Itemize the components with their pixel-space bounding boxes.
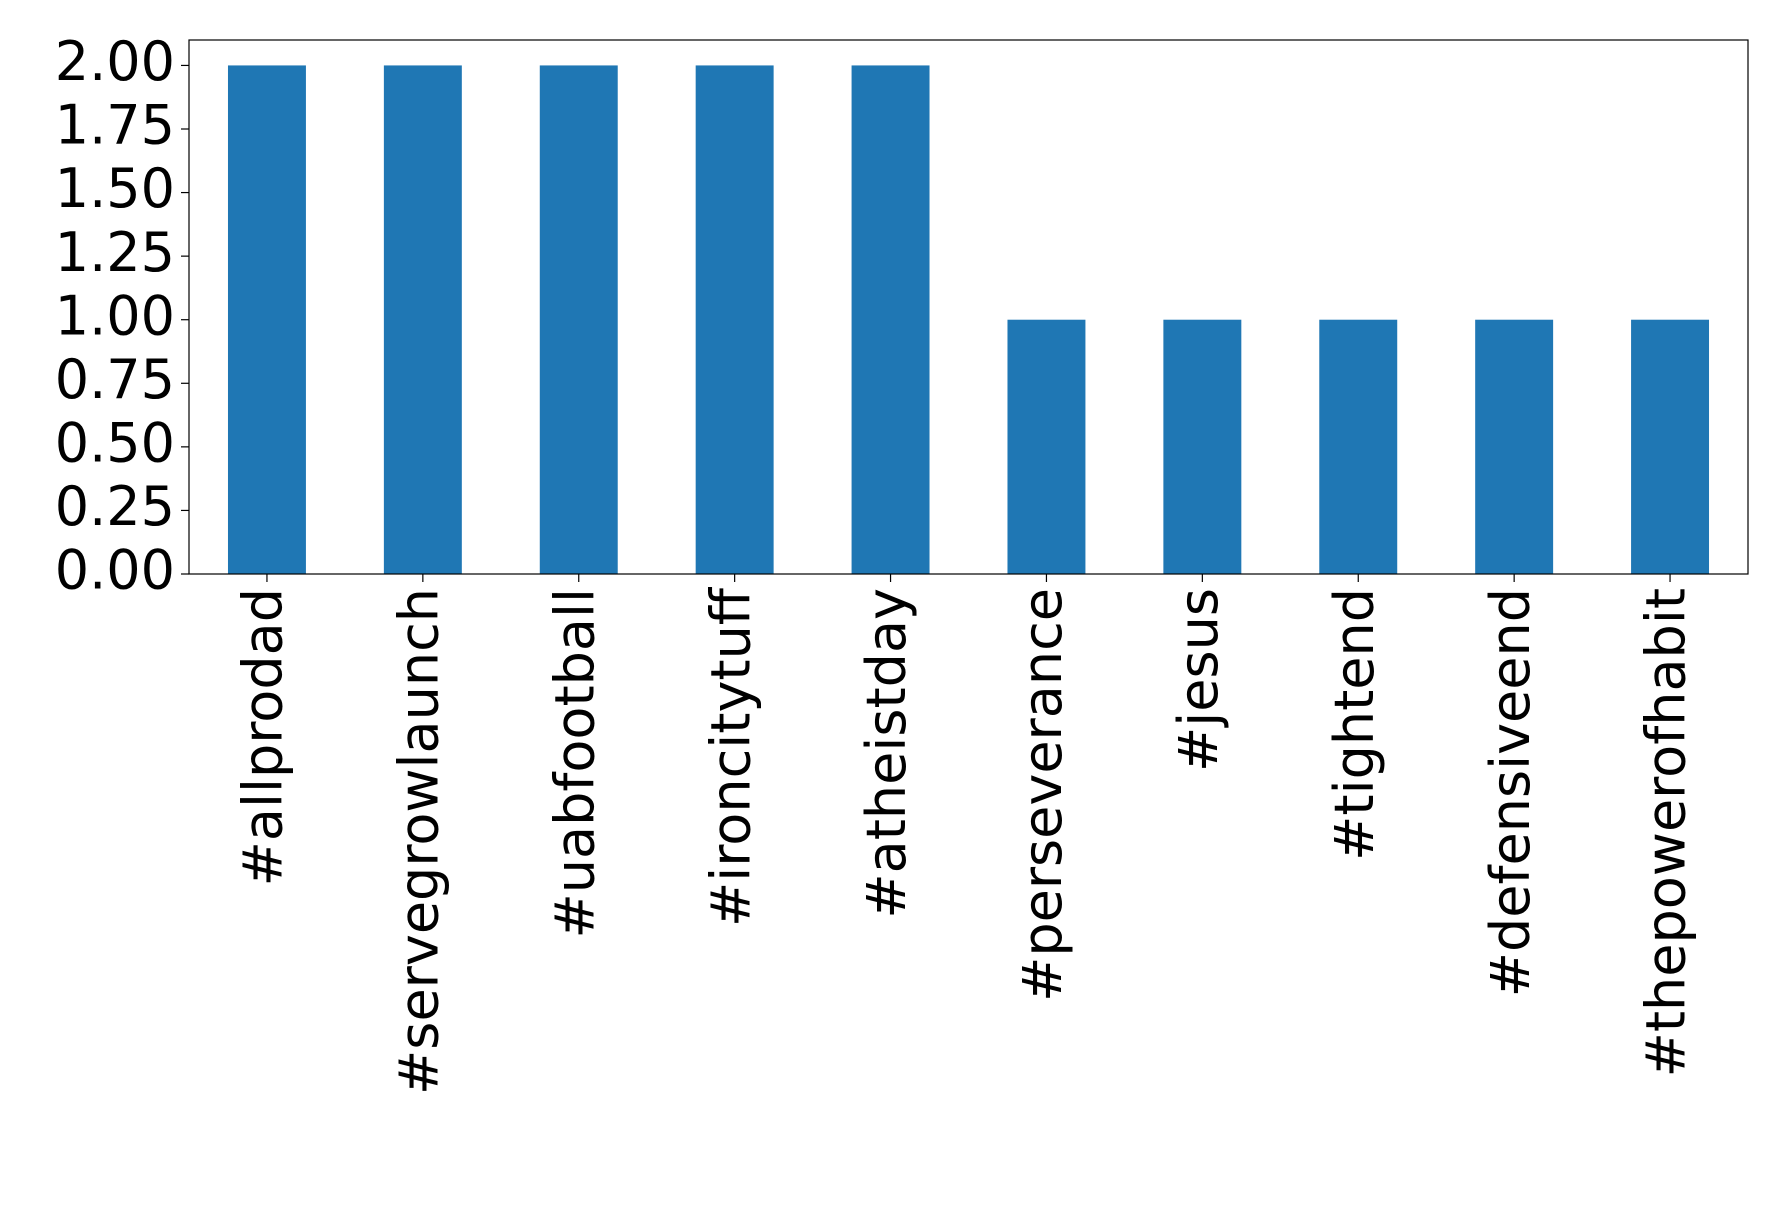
x-tick-label: #perseverance bbox=[1011, 588, 1074, 1002]
x-tick-label: #ironcitytuff bbox=[699, 586, 762, 927]
y-tick-label: 1.00 bbox=[55, 284, 175, 347]
bar bbox=[227, 65, 306, 574]
y-tick-label: 2.00 bbox=[55, 30, 175, 93]
y-tick-label: 0.50 bbox=[55, 411, 175, 474]
y-tick-label: 1.25 bbox=[55, 221, 175, 284]
y-tick-label: 0.75 bbox=[55, 348, 175, 411]
x-tick-label: #defensiveend bbox=[1479, 588, 1542, 997]
y-tick-label: 0.25 bbox=[55, 475, 175, 538]
x-tick-label: #thepowerofhabit bbox=[1635, 588, 1698, 1077]
y-tick-label: 1.50 bbox=[55, 157, 175, 220]
bar bbox=[1007, 319, 1086, 574]
bar bbox=[1631, 319, 1710, 574]
x-tick-label: #jesus bbox=[1167, 588, 1230, 772]
bar bbox=[1163, 319, 1242, 574]
x-tick-label: #atheistday bbox=[855, 588, 918, 919]
bar bbox=[695, 65, 774, 574]
bar bbox=[1319, 319, 1398, 574]
x-tick-label: #tightend bbox=[1323, 588, 1386, 861]
bar bbox=[539, 65, 618, 574]
bar bbox=[383, 65, 462, 574]
bar bbox=[1475, 319, 1554, 574]
y-tick-label: 1.75 bbox=[55, 94, 175, 157]
x-tick-label: #uabfootball bbox=[543, 588, 606, 938]
bar bbox=[851, 65, 930, 574]
plot-frame bbox=[188, 39, 1749, 575]
x-tick-label: #allprodad bbox=[232, 588, 295, 886]
y-tick-label: 0.00 bbox=[55, 539, 175, 602]
x-tick-label: #servegrowlaunch bbox=[387, 588, 450, 1095]
